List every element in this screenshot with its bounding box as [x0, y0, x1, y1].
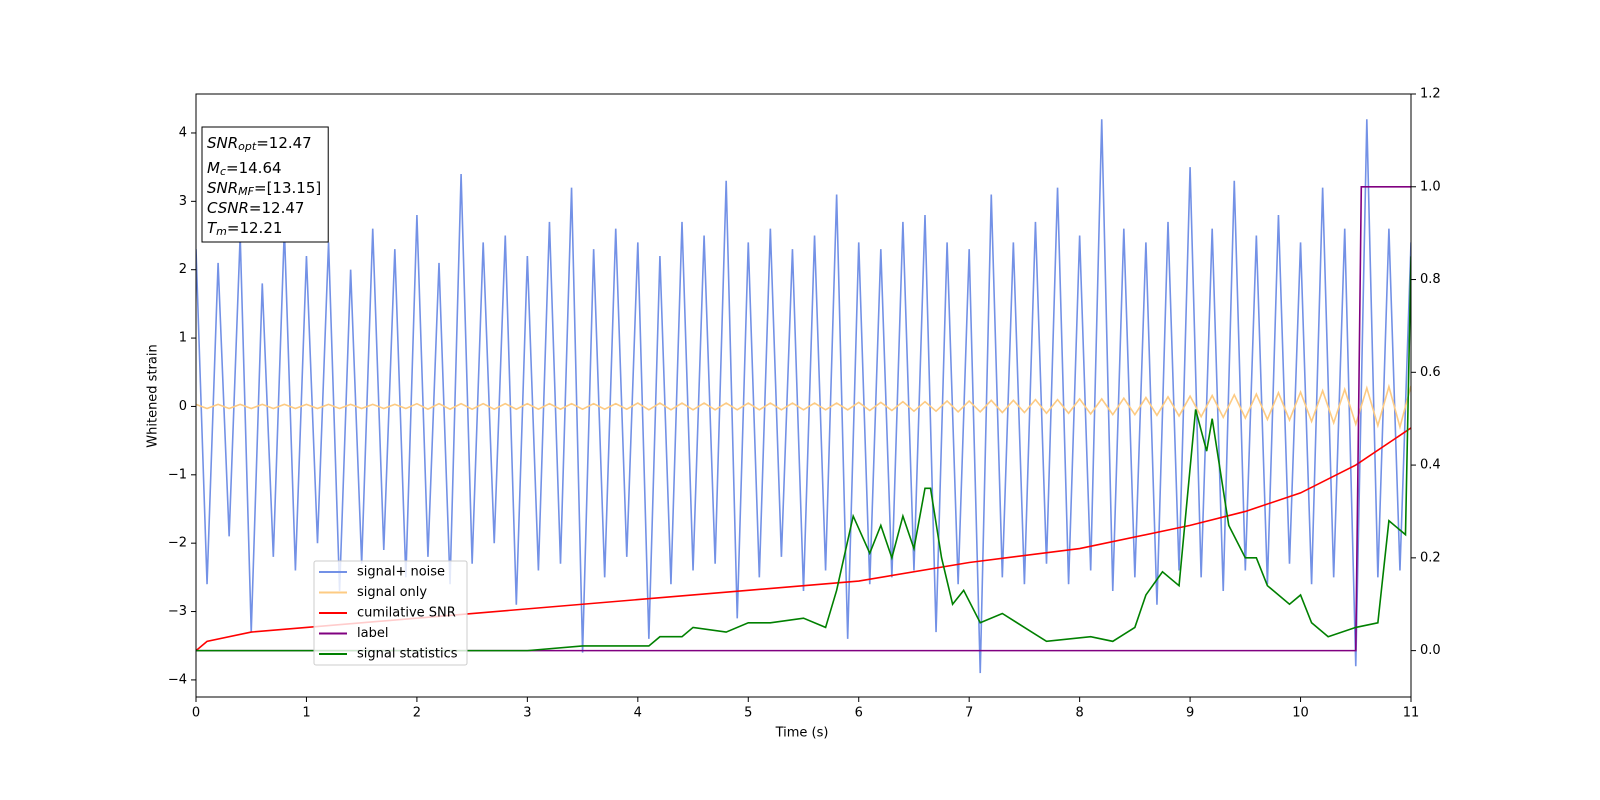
annotation-text: =14.64 [226, 159, 282, 177]
x-axis-label: Time (s) [775, 726, 829, 741]
x-tick-label: 5 [744, 706, 752, 721]
x-tick-label: 7 [965, 706, 973, 721]
annotation-text: =12.47 [256, 134, 312, 152]
annotation-subscript: m [216, 225, 227, 238]
y2-tick-label: 0.0 [1420, 643, 1441, 658]
annotation: SNRopt=12.47 [207, 134, 312, 154]
annotation: Tm=12.21 [207, 219, 282, 239]
series-line [196, 256, 1411, 652]
y-tick-label: −4 [168, 672, 187, 687]
y-tick-label: 1 [179, 331, 187, 346]
y-tick-label: −1 [168, 467, 187, 482]
series-line [196, 427, 1411, 652]
x-tick-label: 4 [634, 706, 642, 721]
y2-tick-label: 0.2 [1420, 550, 1441, 565]
y2-tick-label: 0.8 [1420, 272, 1441, 287]
annotation-text: =12.47 [249, 199, 305, 217]
legend-label: signal statistics [357, 647, 458, 662]
x-tick-label: 3 [523, 706, 531, 721]
series-line [196, 383, 1411, 431]
x-tick-label: 10 [1292, 706, 1309, 721]
y-tick-label: 2 [179, 262, 187, 277]
y-tick-label: −2 [168, 536, 187, 551]
y-tick-label: 4 [179, 125, 187, 140]
legend-label: cumilative SNR [357, 606, 456, 621]
series-line [196, 119, 1411, 674]
annotation-symbol: T [207, 219, 218, 237]
series-line [196, 185, 1411, 652]
annotation: CSNR=12.47 [207, 199, 304, 217]
legend-label: signal+ noise [357, 565, 445, 580]
x-tick-label: 6 [855, 706, 863, 721]
legend-label: signal only [357, 585, 427, 600]
x-tick-label: 8 [1075, 706, 1083, 721]
x-tick-label: 2 [413, 706, 421, 721]
annotation-symbol: SNR [207, 134, 238, 152]
annotation-subscript: MF [238, 185, 254, 198]
y-tick-label: 3 [179, 194, 187, 209]
y-tick-label: 0 [179, 399, 187, 414]
annotation-subscript: c [220, 165, 226, 178]
x-tick-label: 11 [1403, 706, 1420, 721]
annotation-text: =12.21 [227, 219, 283, 237]
x-tick-label: 0 [192, 706, 200, 721]
annotation-symbol: SNR [207, 179, 238, 197]
legend-label: label [357, 626, 388, 641]
annotation-box [201, 126, 329, 243]
y-axis-label: Whitened strain [146, 344, 161, 447]
x-tick-label: 9 [1186, 706, 1194, 721]
annotation-symbol: M [207, 159, 220, 177]
y2-tick-label: 0.6 [1420, 365, 1441, 380]
y2-tick-label: 1.0 [1420, 179, 1441, 194]
annotation: SNRMF=[13.15] [207, 179, 321, 199]
y-tick-label: −3 [168, 604, 187, 619]
x-tick-label: 1 [302, 706, 310, 721]
annotation-text: =[13.15] [254, 179, 321, 197]
annotation: Mc=14.64 [207, 159, 282, 179]
plot [196, 119, 1411, 674]
plot-frame [195, 93, 1412, 698]
annotation-symbol: CSNR [207, 199, 249, 217]
annotation-subscript: opt [238, 140, 257, 153]
y2-tick-label: 1.2 [1420, 87, 1441, 102]
y2-tick-label: 0.4 [1420, 458, 1441, 473]
legend-box [313, 560, 468, 666]
